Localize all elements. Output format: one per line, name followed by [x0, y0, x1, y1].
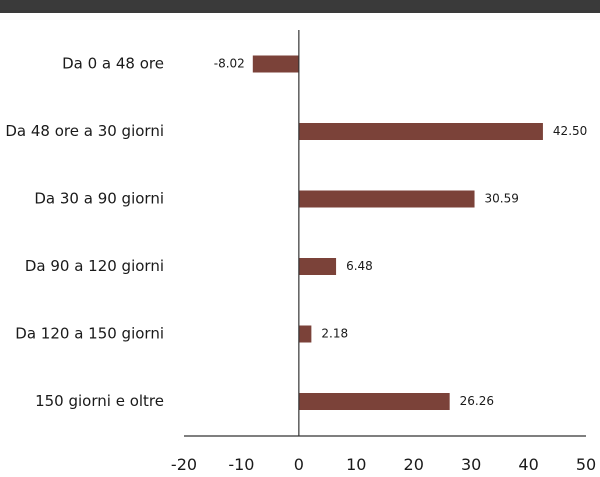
- category-label: Da 120 a 150 giorni: [15, 325, 164, 343]
- x-tick-labels: -20 -10 0 10 20 30 40 50: [171, 455, 596, 474]
- data-labels: -8.02 42.50 30.59 6.48 2.18 26.26: [214, 57, 588, 409]
- category-label: Da 48 ore a 30 giorni: [5, 122, 164, 140]
- x-tick-label: 30: [461, 455, 481, 474]
- x-tick-label: 10: [346, 455, 366, 474]
- x-tick-label: -10: [228, 455, 254, 474]
- x-tick-label: 20: [404, 455, 424, 474]
- bar: [298, 258, 337, 275]
- data-label: 42.50: [553, 124, 587, 138]
- data-label: 26.26: [460, 394, 494, 408]
- x-tick-label: -20: [171, 455, 197, 474]
- bar: [298, 123, 543, 140]
- top-rule: [0, 0, 600, 13]
- bar: [298, 190, 475, 208]
- data-label: -8.02: [214, 57, 245, 71]
- x-tick-label: 40: [518, 455, 538, 474]
- data-label: 30.59: [485, 192, 519, 206]
- category-label: 150 giorni e oltre: [35, 392, 164, 410]
- category-labels: Da 0 a 48 ore Da 48 ore a 30 giorni Da 30 …: [5, 55, 164, 411]
- bar: [298, 393, 450, 410]
- bars-layer: [252, 55, 543, 410]
- category-label: Da 0 a 48 ore: [62, 55, 164, 73]
- data-label: 6.48: [346, 259, 373, 273]
- category-label: Da 90 a 120 giorni: [25, 257, 164, 275]
- data-label: 2.18: [321, 327, 348, 341]
- bar: [252, 55, 299, 73]
- x-tick-label: 0: [294, 455, 304, 474]
- bar: [298, 325, 312, 343]
- category-label: Da 30 a 90 giorni: [34, 190, 164, 208]
- x-tick-label: 50: [576, 455, 596, 474]
